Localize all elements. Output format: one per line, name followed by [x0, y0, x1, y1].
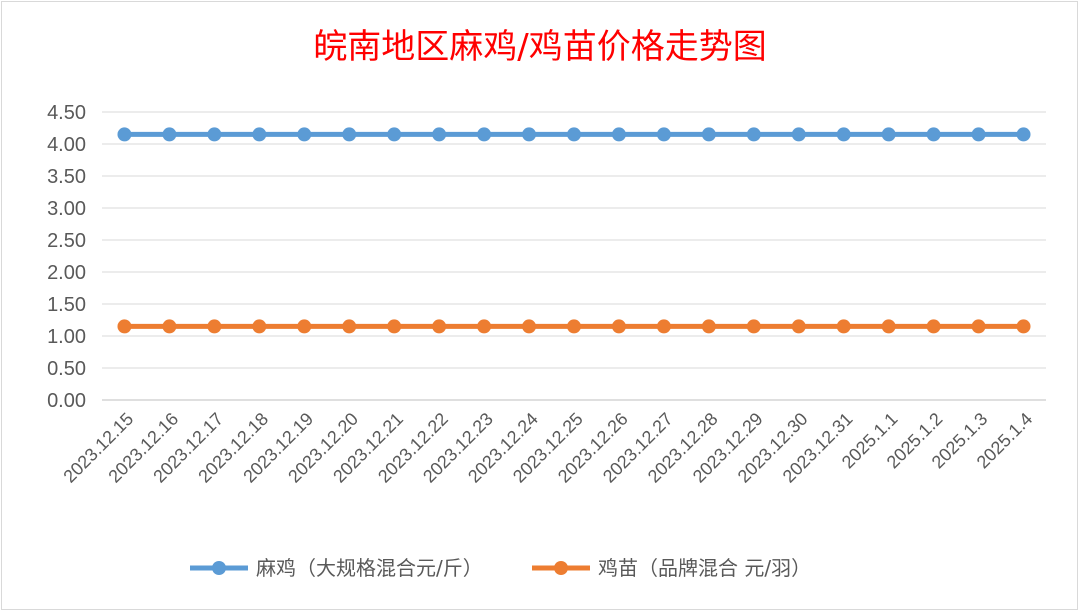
data-point: [611, 319, 626, 334]
data-point: [117, 319, 132, 334]
data-point: [522, 127, 537, 142]
data-point: [926, 127, 941, 142]
y-tick-label: 2.50: [47, 230, 86, 252]
legend-point-marker: [212, 561, 226, 575]
data-point: [162, 319, 177, 334]
y-axis-ticks: 0.00 0.50 1.00 1.50 2.00 2.50 3.00 3.50 4.00 4.50: [47, 102, 86, 412]
data-point: [477, 127, 492, 142]
data-point: [791, 319, 806, 334]
data-point: [477, 319, 492, 334]
y-tick-label: 3.50: [47, 166, 86, 188]
y-tick-label: 0.00: [47, 390, 86, 412]
chart-title: 皖南地区麻鸡/鸡苗价格走势图: [313, 27, 766, 67]
grid-lines: [102, 111, 1046, 401]
data-point: [656, 127, 671, 142]
y-tick-label: 1.50: [47, 294, 86, 316]
y-tick-label: 2.00: [47, 262, 86, 284]
y-tick-label: 4.00: [47, 134, 86, 156]
legend-item-2: 鸡苗（品牌混合 元/羽）: [532, 556, 811, 580]
data-point: [162, 127, 177, 142]
y-tick-label: 3.00: [47, 198, 86, 220]
data-point: [701, 319, 716, 334]
data-point: [881, 319, 896, 334]
data-point: [791, 127, 806, 142]
series-2: [117, 319, 1031, 334]
data-point: [297, 127, 312, 142]
data-point: [252, 127, 267, 142]
data-point: [387, 319, 402, 334]
data-point: [567, 127, 581, 142]
data-point: [297, 319, 312, 334]
data-point: [746, 127, 761, 142]
data-point: [926, 319, 941, 334]
data-point: [342, 127, 357, 142]
data-point: [207, 319, 222, 334]
data-point: [117, 127, 132, 142]
data-point: [746, 319, 761, 334]
data-point: [836, 319, 851, 334]
data-point: [971, 319, 986, 334]
data-point: [971, 127, 986, 142]
data-point: [701, 127, 716, 142]
legend-label: 鸡苗（品牌混合 元/羽）: [598, 556, 811, 580]
data-point: [836, 127, 851, 142]
data-point: [881, 127, 896, 142]
legend-label: 麻鸡（大规格混合元/斤）: [256, 556, 483, 580]
legend-item-1: 麻鸡（大规格混合元/斤）: [190, 556, 483, 580]
y-tick-label: 0.50: [47, 358, 86, 380]
data-point: [1016, 319, 1031, 334]
data-point: [611, 127, 626, 142]
data-point: [1016, 127, 1031, 142]
data-point: [387, 127, 402, 142]
series-layer: [117, 127, 1031, 334]
data-point: [522, 319, 537, 334]
series-1: [117, 127, 1031, 142]
y-tick-label: 1.00: [47, 326, 86, 348]
data-point: [252, 319, 267, 334]
y-tick-label: 4.50: [47, 102, 86, 124]
data-point: [207, 127, 222, 142]
data-point: [656, 319, 671, 334]
legend: 麻鸡（大规格混合元/斤） 鸡苗（品牌混合 元/羽）: [190, 556, 811, 580]
data-point: [432, 319, 447, 334]
data-point: [567, 319, 581, 334]
data-point: [432, 127, 447, 142]
data-point: [342, 319, 357, 334]
legend-point-marker: [554, 561, 568, 575]
x-axis-ticks: 2023.12.152023.12.162023.12.172023.12.18…: [59, 409, 1036, 487]
